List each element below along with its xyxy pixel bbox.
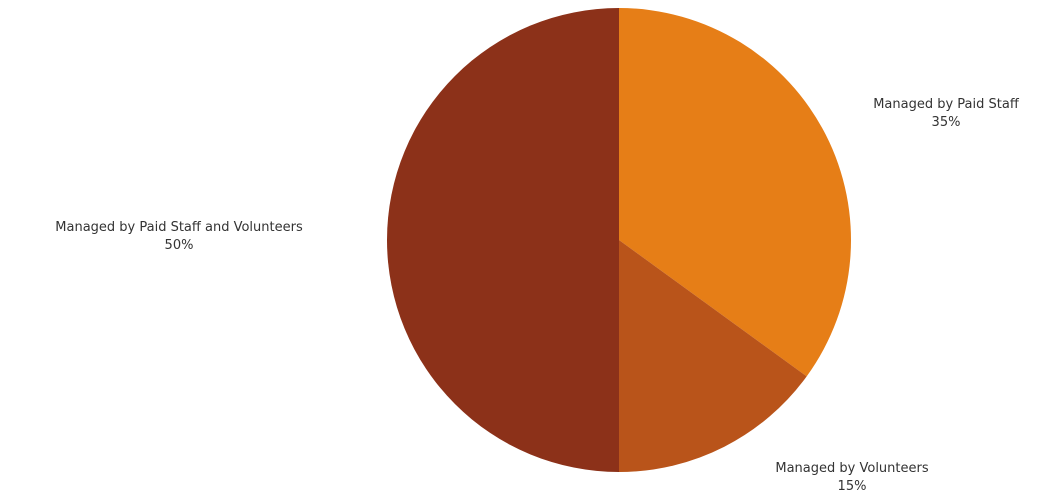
slice-label-percent: 50% bbox=[164, 238, 194, 253]
slice-label-paid-staff: Managed by Paid Staff 35% bbox=[846, 96, 1046, 132]
slice-label-volunteers: Managed by Volunteers 15% bbox=[742, 460, 962, 496]
pie-slice-managed-by-paid-staff bbox=[619, 8, 851, 377]
slice-label-percent: 35% bbox=[931, 115, 961, 130]
slice-label-percent: 15% bbox=[837, 479, 867, 494]
slice-label-paid-staff-and-volunteers: Managed by Paid Staff and Volunteers 50% bbox=[4, 219, 354, 255]
pie-slice-managed-by-volunteers bbox=[619, 240, 807, 472]
slice-label-name: Managed by Volunteers bbox=[775, 461, 929, 476]
pie-slice-managed-by-paid-staff-and-volunteers bbox=[387, 8, 619, 472]
slice-label-name: Managed by Paid Staff bbox=[873, 97, 1019, 112]
slice-label-name: Managed by Paid Staff and Volunteers bbox=[55, 220, 303, 235]
